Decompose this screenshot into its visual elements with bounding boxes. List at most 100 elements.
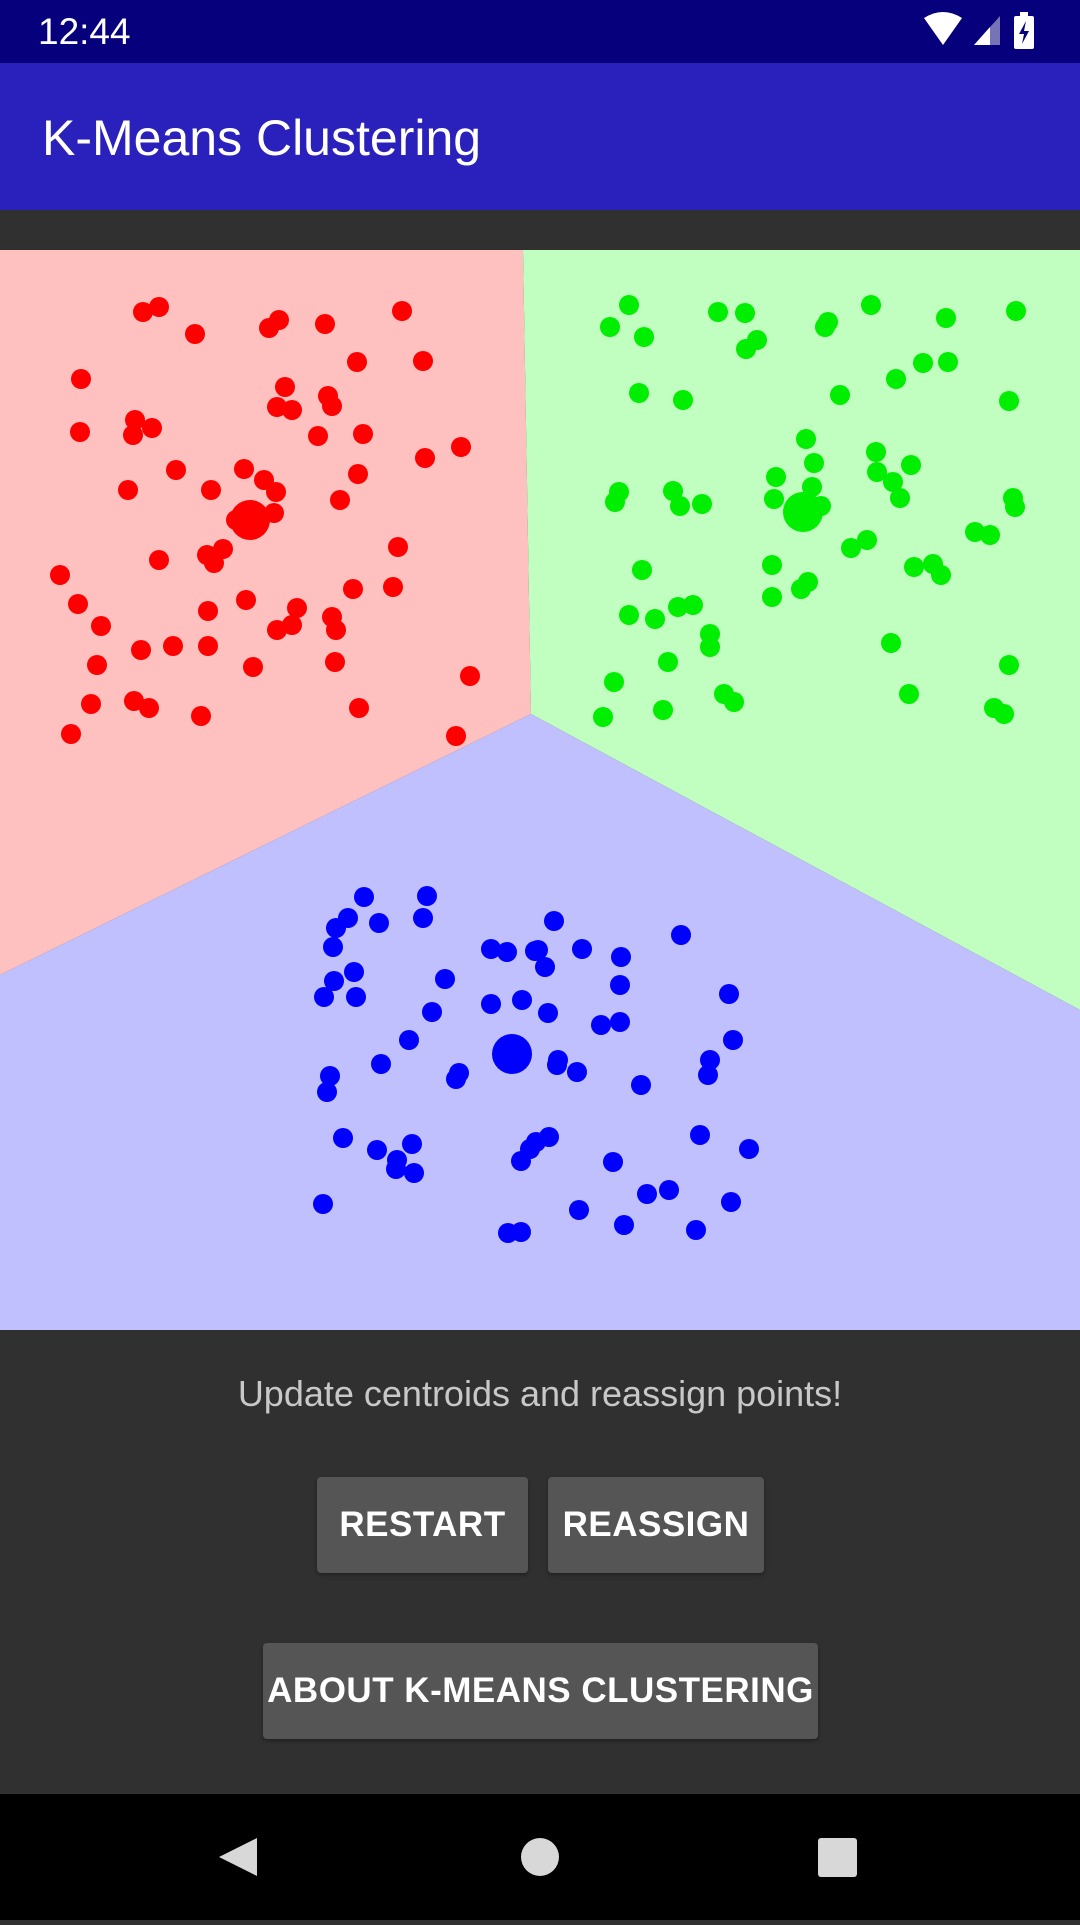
blue-point bbox=[544, 911, 564, 931]
blue-point bbox=[346, 987, 366, 1007]
red-point bbox=[451, 437, 471, 457]
green-point bbox=[796, 429, 816, 449]
red-point bbox=[70, 422, 90, 442]
red-point bbox=[118, 480, 138, 500]
green-point bbox=[619, 295, 639, 315]
blue-point bbox=[313, 1194, 333, 1214]
recents-icon[interactable] bbox=[818, 1838, 857, 1877]
restart-button[interactable]: RESTART bbox=[317, 1477, 528, 1573]
green-point bbox=[815, 317, 835, 337]
green-point bbox=[802, 477, 822, 497]
red-point bbox=[392, 301, 412, 321]
red-point bbox=[123, 425, 143, 445]
red-point bbox=[204, 553, 224, 573]
blue-point bbox=[591, 1015, 611, 1035]
blue-point bbox=[404, 1163, 424, 1183]
blue-point bbox=[610, 975, 630, 995]
red-point bbox=[125, 410, 145, 430]
blue-point bbox=[603, 1152, 623, 1172]
green-point bbox=[938, 352, 958, 372]
red-point bbox=[149, 550, 169, 570]
red-point bbox=[353, 424, 373, 444]
red-point bbox=[388, 537, 408, 557]
green-point bbox=[766, 467, 786, 487]
blue-point bbox=[698, 1065, 718, 1085]
blue-point bbox=[690, 1125, 710, 1145]
blue-point bbox=[320, 1066, 340, 1086]
red-point bbox=[330, 490, 350, 510]
blue-point bbox=[417, 886, 437, 906]
red-point bbox=[275, 377, 295, 397]
red-point bbox=[91, 616, 111, 636]
green-point bbox=[857, 530, 877, 550]
red-point bbox=[131, 640, 151, 660]
blue-centroid bbox=[492, 1034, 532, 1074]
navigation-bar bbox=[0, 1794, 1080, 1920]
green-point bbox=[619, 605, 639, 625]
blue-point bbox=[367, 1140, 387, 1160]
green-point bbox=[994, 704, 1014, 724]
red-point bbox=[149, 297, 169, 317]
blue-point bbox=[446, 1069, 466, 1089]
red-point bbox=[191, 706, 211, 726]
red-point bbox=[460, 666, 480, 686]
green-point bbox=[980, 525, 1000, 545]
red-point bbox=[282, 615, 302, 635]
red-point bbox=[198, 636, 218, 656]
green-point bbox=[936, 308, 956, 328]
green-point bbox=[791, 579, 811, 599]
red-centroid bbox=[230, 500, 270, 540]
status-bar: 12:44 bbox=[0, 0, 1080, 63]
blue-point bbox=[435, 969, 455, 989]
green-point bbox=[663, 481, 683, 501]
clustering-canvas[interactable] bbox=[0, 250, 1080, 1330]
about-button[interactable]: ABOUT K-MEANS CLUSTERING bbox=[263, 1643, 818, 1739]
blue-point bbox=[413, 908, 433, 928]
blue-point bbox=[512, 990, 532, 1010]
green-point bbox=[841, 538, 861, 558]
green-point bbox=[692, 494, 712, 514]
green-point bbox=[883, 472, 903, 492]
green-point bbox=[736, 339, 756, 359]
back-icon[interactable] bbox=[219, 1838, 257, 1876]
red-point bbox=[348, 464, 368, 484]
red-point bbox=[124, 691, 144, 711]
red-point bbox=[163, 636, 183, 656]
green-point bbox=[830, 385, 850, 405]
blue-point bbox=[610, 1012, 630, 1032]
blue-point bbox=[354, 887, 374, 907]
blue-point bbox=[723, 1030, 743, 1050]
green-point bbox=[645, 609, 665, 629]
clustering-plot[interactable] bbox=[0, 250, 1080, 1330]
navigation-icons bbox=[219, 1838, 857, 1877]
red-point bbox=[266, 482, 286, 502]
blue-point bbox=[538, 1003, 558, 1023]
green-point bbox=[668, 597, 688, 617]
green-point bbox=[804, 453, 824, 473]
blue-point bbox=[317, 1082, 337, 1102]
green-point bbox=[700, 637, 720, 657]
green-point bbox=[724, 692, 744, 712]
blue-point bbox=[569, 1200, 589, 1220]
red-point bbox=[139, 698, 159, 718]
reassign-button[interactable]: REASSIGN bbox=[548, 1477, 764, 1573]
red-point bbox=[315, 314, 335, 334]
blue-point bbox=[497, 942, 517, 962]
red-point bbox=[236, 590, 256, 610]
green-point bbox=[886, 369, 906, 389]
status-message: Update centroids and reassign points! bbox=[237, 1373, 843, 1414]
red-point bbox=[415, 448, 435, 468]
green-point bbox=[653, 700, 673, 720]
green-point bbox=[604, 672, 624, 692]
blue-point bbox=[422, 1002, 442, 1022]
red-point bbox=[61, 724, 81, 744]
blue-point bbox=[614, 1215, 634, 1235]
green-point bbox=[632, 560, 652, 580]
green-point bbox=[1005, 497, 1025, 517]
home-icon[interactable] bbox=[521, 1838, 559, 1876]
red-point bbox=[81, 694, 101, 714]
blue-point bbox=[719, 984, 739, 1004]
green-point bbox=[670, 496, 690, 516]
green-point bbox=[634, 327, 654, 347]
blue-point bbox=[314, 987, 334, 1007]
